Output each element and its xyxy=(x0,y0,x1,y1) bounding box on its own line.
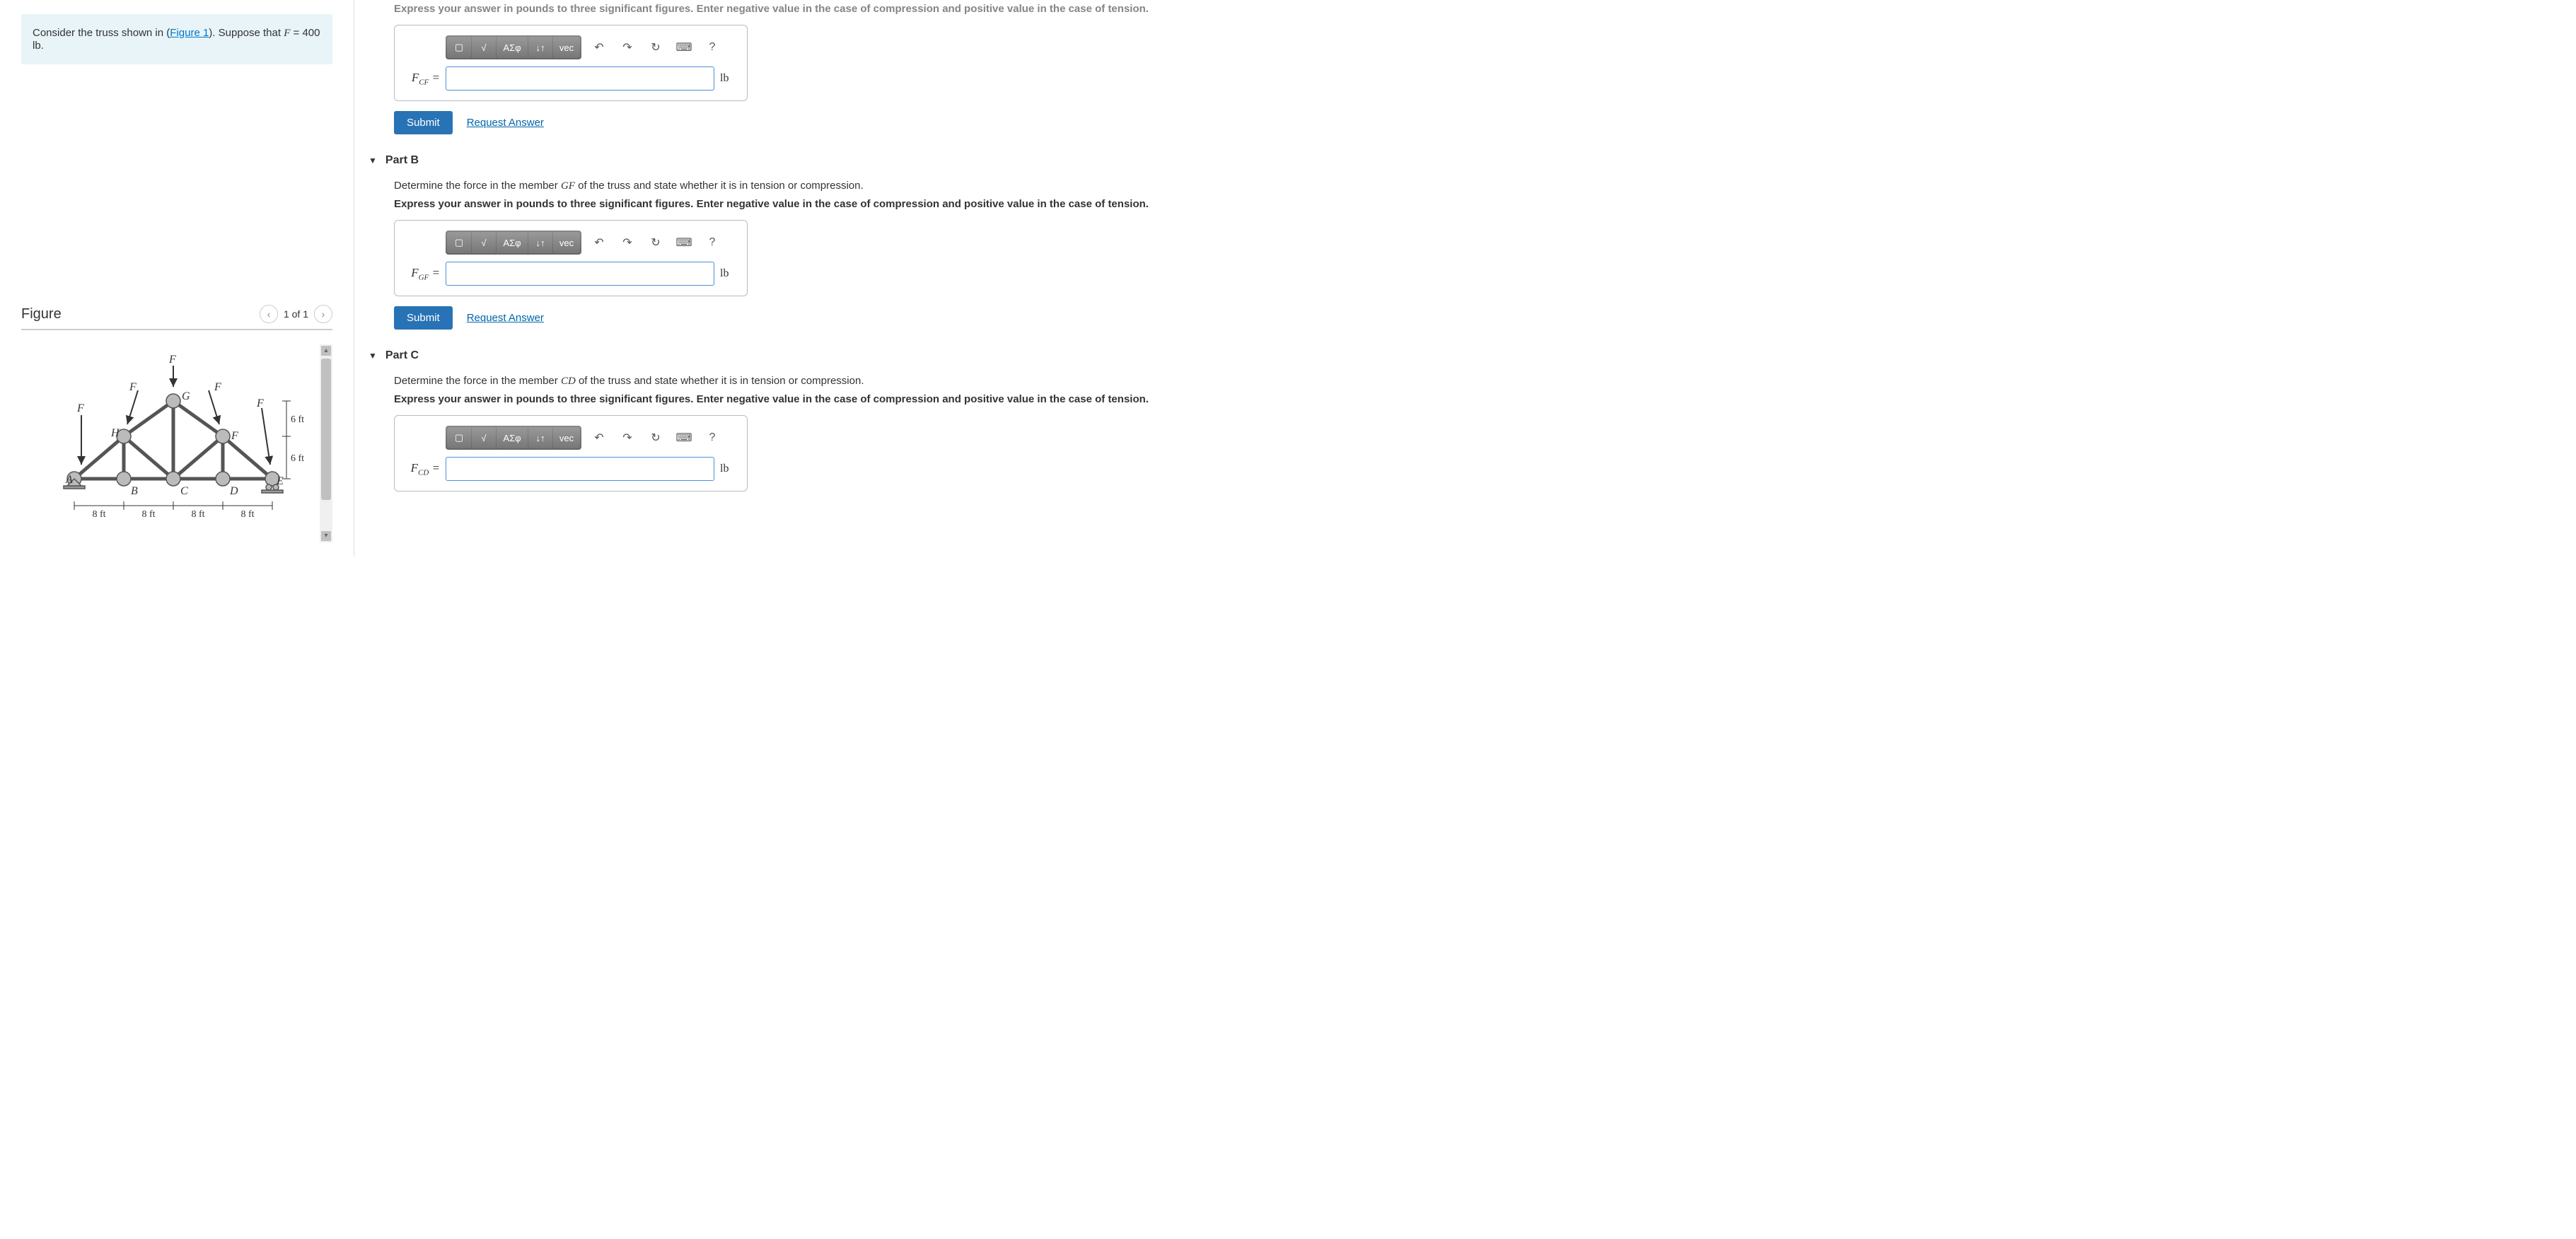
collapse-icon[interactable]: ▼ xyxy=(369,156,377,165)
toolbar-c: ▢ √ ΑΣφ ↓↑ vec ↶ ↷ ↻ ⌨ ? xyxy=(446,426,737,450)
part-b-question: Determine the force in the member GF of … xyxy=(394,180,1273,192)
svg-text:8 ft: 8 ft xyxy=(191,509,204,520)
part-c-title: Part C xyxy=(385,349,419,362)
unit-gf: lb xyxy=(720,267,737,280)
answer-input-cd[interactable] xyxy=(446,457,714,481)
tool-greek[interactable]: ΑΣφ xyxy=(497,427,528,448)
help-icon[interactable]: ? xyxy=(702,37,723,58)
undo-icon[interactable]: ↶ xyxy=(588,37,610,58)
tool-subsup[interactable]: ↓↑ xyxy=(528,37,552,58)
tool-templates[interactable]: ▢ xyxy=(447,427,471,448)
problem-var: F xyxy=(284,28,290,39)
part-b-header[interactable]: ▼ Part B xyxy=(369,154,1273,167)
part-b-instruction: Express your answer in pounds to three s… xyxy=(394,198,1273,210)
tool-greek[interactable]: ΑΣφ xyxy=(497,232,528,253)
svg-text:F: F xyxy=(129,381,137,393)
undo-icon[interactable]: ↶ xyxy=(588,232,610,253)
svg-text:F: F xyxy=(76,402,84,414)
part-c-question: Determine the force in the member CD of … xyxy=(394,375,1273,388)
tool-greek[interactable]: ΑΣφ xyxy=(497,37,528,58)
help-icon[interactable]: ? xyxy=(702,232,723,253)
reset-icon[interactable]: ↻ xyxy=(645,427,666,448)
part-c-answer-box: ▢ √ ΑΣφ ↓↑ vec ↶ ↷ ↻ ⌨ ? FCD = lb xyxy=(394,415,748,491)
part-a-instruction: Express your answer in pounds to three s… xyxy=(394,3,1273,15)
svg-text:D: D xyxy=(229,485,238,497)
collapse-icon[interactable]: ▼ xyxy=(369,351,377,361)
svg-text:F: F xyxy=(256,397,264,409)
svg-text:A: A xyxy=(65,474,73,486)
problem-prefix: Consider the truss shown in ( xyxy=(33,27,170,39)
var-label-gf: FGF = xyxy=(405,266,440,281)
part-b-answer-box: ▢ √ ΑΣφ ↓↑ vec ↶ ↷ ↻ ⌨ ? FGF = lb xyxy=(394,220,748,296)
svg-text:H: H xyxy=(110,427,120,439)
svg-text:8 ft: 8 ft xyxy=(92,509,105,520)
answer-input-gf[interactable] xyxy=(446,262,714,286)
redo-icon[interactable]: ↷ xyxy=(617,232,638,253)
redo-icon[interactable]: ↷ xyxy=(617,37,638,58)
tool-subsup[interactable]: ↓↑ xyxy=(528,232,552,253)
help-icon[interactable]: ? xyxy=(702,427,723,448)
tool-vec[interactable]: vec xyxy=(553,232,580,253)
undo-icon[interactable]: ↶ xyxy=(588,427,610,448)
redo-icon[interactable]: ↷ xyxy=(617,427,638,448)
toolbar-a: ▢ √ ΑΣφ ↓↑ vec ↶ ↷ ↻ ⌨ ? xyxy=(446,35,737,59)
tool-sqrt[interactable]: √ xyxy=(472,427,496,448)
svg-text:6 ft: 6 ft xyxy=(291,414,304,425)
reset-icon[interactable]: ↻ xyxy=(645,232,666,253)
scroll-down-icon[interactable]: ▾ xyxy=(321,531,331,541)
unit-cf: lb xyxy=(720,72,737,85)
figure-section: Figure ‹ 1 of 1 › xyxy=(21,305,332,528)
svg-text:E: E xyxy=(276,475,284,487)
tool-sqrt[interactable]: √ xyxy=(472,232,496,253)
request-answer-link-a[interactable]: Request Answer xyxy=(467,117,544,129)
tool-sqrt[interactable]: √ xyxy=(472,37,496,58)
answer-input-cf[interactable] xyxy=(446,66,714,91)
svg-text:C: C xyxy=(180,485,188,497)
scroll-up-icon[interactable]: ▴ xyxy=(321,346,331,356)
truss-figure: F F F F F A B C D E H G F xyxy=(46,344,308,528)
keyboard-icon[interactable]: ⌨ xyxy=(673,427,695,448)
figure-prev-button[interactable]: ‹ xyxy=(260,305,278,323)
svg-text:G: G xyxy=(182,390,190,402)
part-a-answer-box: ▢ √ ΑΣφ ↓↑ vec ↶ ↷ ↻ ⌨ ? FCF = lb xyxy=(394,25,748,101)
svg-text:F: F xyxy=(214,381,221,393)
figure-counter: 1 of 1 xyxy=(284,308,308,320)
submit-button-a[interactable]: Submit xyxy=(394,111,453,134)
var-label-cd: FCD = xyxy=(405,461,440,477)
svg-text:8 ft: 8 ft xyxy=(240,509,254,520)
figure-scrollbar[interactable]: ▴ ▾ xyxy=(320,344,332,542)
toolbar-b: ▢ √ ΑΣφ ↓↑ vec ↶ ↷ ↻ ⌨ ? xyxy=(446,231,737,255)
svg-text:B: B xyxy=(131,485,138,497)
tool-templates[interactable]: ▢ xyxy=(447,37,471,58)
request-answer-link-b[interactable]: Request Answer xyxy=(467,312,544,324)
part-c-header[interactable]: ▼ Part C xyxy=(369,349,1273,362)
scroll-thumb[interactable] xyxy=(321,359,331,500)
figure-next-button[interactable]: › xyxy=(314,305,332,323)
keyboard-icon[interactable]: ⌨ xyxy=(673,232,695,253)
svg-text:F: F xyxy=(231,430,238,442)
problem-statement: Consider the truss shown in (Figure 1). … xyxy=(21,14,332,64)
figure-link[interactable]: Figure 1 xyxy=(170,27,209,39)
svg-text:6 ft: 6 ft xyxy=(291,453,304,464)
unit-cd: lb xyxy=(720,463,737,475)
submit-button-b[interactable]: Submit xyxy=(394,306,453,330)
tool-vec[interactable]: vec xyxy=(553,427,580,448)
svg-text:F: F xyxy=(168,354,176,366)
tool-vec[interactable]: vec xyxy=(553,37,580,58)
part-c-instruction: Express your answer in pounds to three s… xyxy=(394,393,1273,405)
tool-subsup[interactable]: ↓↑ xyxy=(528,427,552,448)
svg-text:8 ft: 8 ft xyxy=(141,509,155,520)
figure-title: Figure xyxy=(21,306,62,322)
tool-templates[interactable]: ▢ xyxy=(447,232,471,253)
part-b-title: Part B xyxy=(385,154,419,167)
problem-suffix: ). Suppose that xyxy=(209,27,284,39)
keyboard-icon[interactable]: ⌨ xyxy=(673,37,695,58)
reset-icon[interactable]: ↻ xyxy=(645,37,666,58)
var-label-cf: FCF = xyxy=(405,71,440,86)
